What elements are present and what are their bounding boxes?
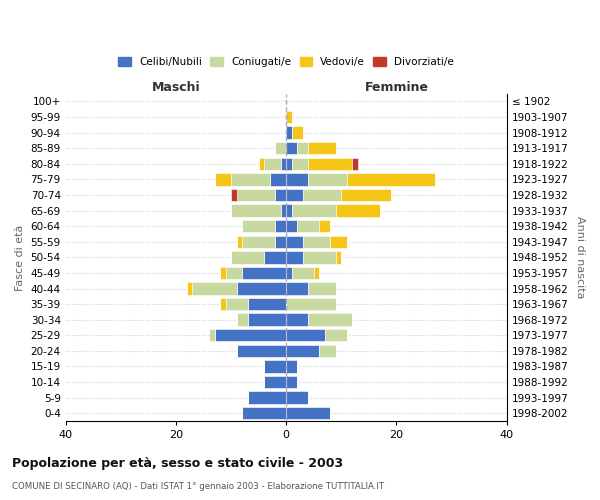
Bar	[286, 407, 331, 420]
Bar	[236, 314, 248, 326]
Bar	[286, 126, 292, 139]
Bar	[286, 173, 308, 186]
Bar	[193, 282, 236, 294]
Bar	[187, 282, 193, 294]
Bar	[286, 392, 308, 404]
Bar	[292, 266, 314, 279]
Bar	[308, 158, 352, 170]
Bar	[275, 236, 286, 248]
Bar	[314, 266, 319, 279]
Bar	[303, 251, 336, 264]
Bar	[209, 329, 215, 342]
Bar	[264, 376, 286, 388]
Bar	[286, 329, 325, 342]
Bar	[286, 111, 292, 124]
Bar	[319, 344, 336, 357]
Bar	[275, 142, 286, 154]
Bar	[286, 282, 308, 294]
Bar	[297, 220, 319, 232]
Bar	[231, 189, 236, 201]
Bar	[215, 173, 231, 186]
Bar	[259, 158, 264, 170]
Bar	[264, 158, 281, 170]
Bar	[286, 344, 319, 357]
Bar	[325, 329, 347, 342]
Bar	[336, 204, 380, 217]
Bar	[236, 189, 275, 201]
Bar	[303, 236, 331, 248]
Bar	[341, 189, 391, 201]
Bar	[275, 189, 286, 201]
Bar	[236, 282, 286, 294]
Bar	[286, 236, 303, 248]
Text: Popolazione per età, sesso e stato civile - 2003: Popolazione per età, sesso e stato civil…	[12, 458, 343, 470]
Bar	[269, 173, 286, 186]
Bar	[286, 298, 336, 310]
Bar	[347, 173, 435, 186]
Bar	[286, 204, 292, 217]
Bar	[248, 392, 286, 404]
Bar	[286, 189, 303, 201]
Bar	[286, 376, 297, 388]
Bar	[308, 173, 347, 186]
Bar	[303, 189, 341, 201]
Bar	[275, 220, 286, 232]
Bar	[292, 204, 336, 217]
Bar	[286, 220, 297, 232]
Bar	[236, 344, 286, 357]
Bar	[226, 298, 248, 310]
Bar	[226, 266, 242, 279]
Bar	[242, 236, 275, 248]
Y-axis label: Fasce di età: Fasce di età	[15, 224, 25, 290]
Bar	[286, 314, 308, 326]
Bar	[242, 266, 286, 279]
Y-axis label: Anni di nascita: Anni di nascita	[575, 216, 585, 298]
Bar	[220, 266, 226, 279]
Bar	[331, 236, 347, 248]
Bar	[281, 158, 286, 170]
Bar	[220, 298, 226, 310]
Bar	[292, 126, 303, 139]
Bar	[236, 236, 242, 248]
Text: COMUNE DI SECINARO (AQ) - Dati ISTAT 1° gennaio 2003 - Elaborazione TUTTITALIA.I: COMUNE DI SECINARO (AQ) - Dati ISTAT 1° …	[12, 482, 384, 491]
Text: Maschi: Maschi	[152, 80, 200, 94]
Bar	[308, 314, 352, 326]
Bar	[297, 142, 308, 154]
Bar	[281, 204, 286, 217]
Bar	[292, 158, 308, 170]
Bar	[215, 329, 286, 342]
Bar	[336, 251, 341, 264]
Legend: Celibi/Nubili, Coniugati/e, Vedovi/e, Divorziati/e: Celibi/Nubili, Coniugati/e, Vedovi/e, Di…	[114, 53, 458, 72]
Bar	[248, 314, 286, 326]
Bar	[286, 142, 297, 154]
Bar	[308, 282, 336, 294]
Bar	[231, 251, 264, 264]
Bar	[231, 204, 281, 217]
Bar	[264, 251, 286, 264]
Bar	[352, 158, 358, 170]
Bar	[319, 220, 331, 232]
Bar	[286, 360, 297, 372]
Bar	[286, 158, 292, 170]
Bar	[231, 173, 269, 186]
Bar	[286, 251, 303, 264]
Text: Femmine: Femmine	[364, 80, 428, 94]
Bar	[248, 298, 286, 310]
Bar	[286, 266, 292, 279]
Bar	[242, 407, 286, 420]
Bar	[308, 142, 336, 154]
Bar	[242, 220, 275, 232]
Bar	[264, 360, 286, 372]
